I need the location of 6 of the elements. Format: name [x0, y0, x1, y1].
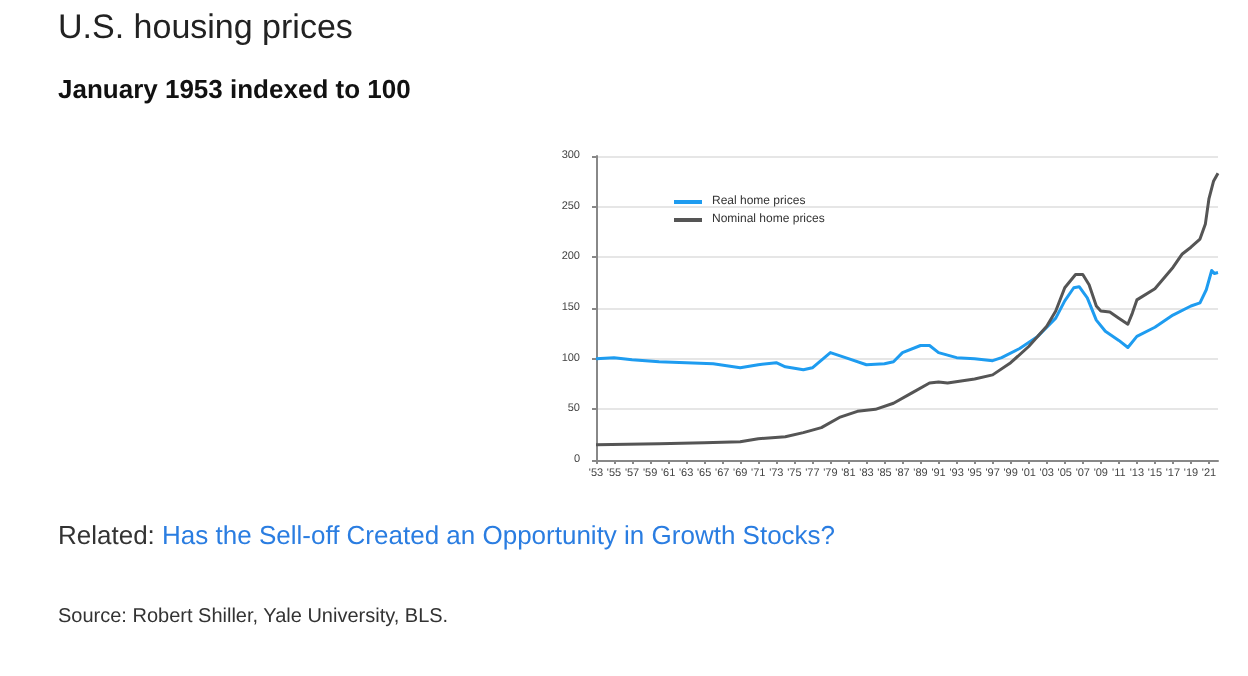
source-note: Source: Robert Shiller, Yale University, BLS. [58, 606, 449, 628]
line-series [594, 269, 1220, 372]
text: January 1953 indexed to 100 [58, 74, 411, 104]
text: Related: Has the Sell-off Created an Opportunity in Growth Stocks? [58, 520, 836, 550]
line-series [594, 171, 1220, 447]
text: U.S. housing prices [58, 8, 353, 48]
